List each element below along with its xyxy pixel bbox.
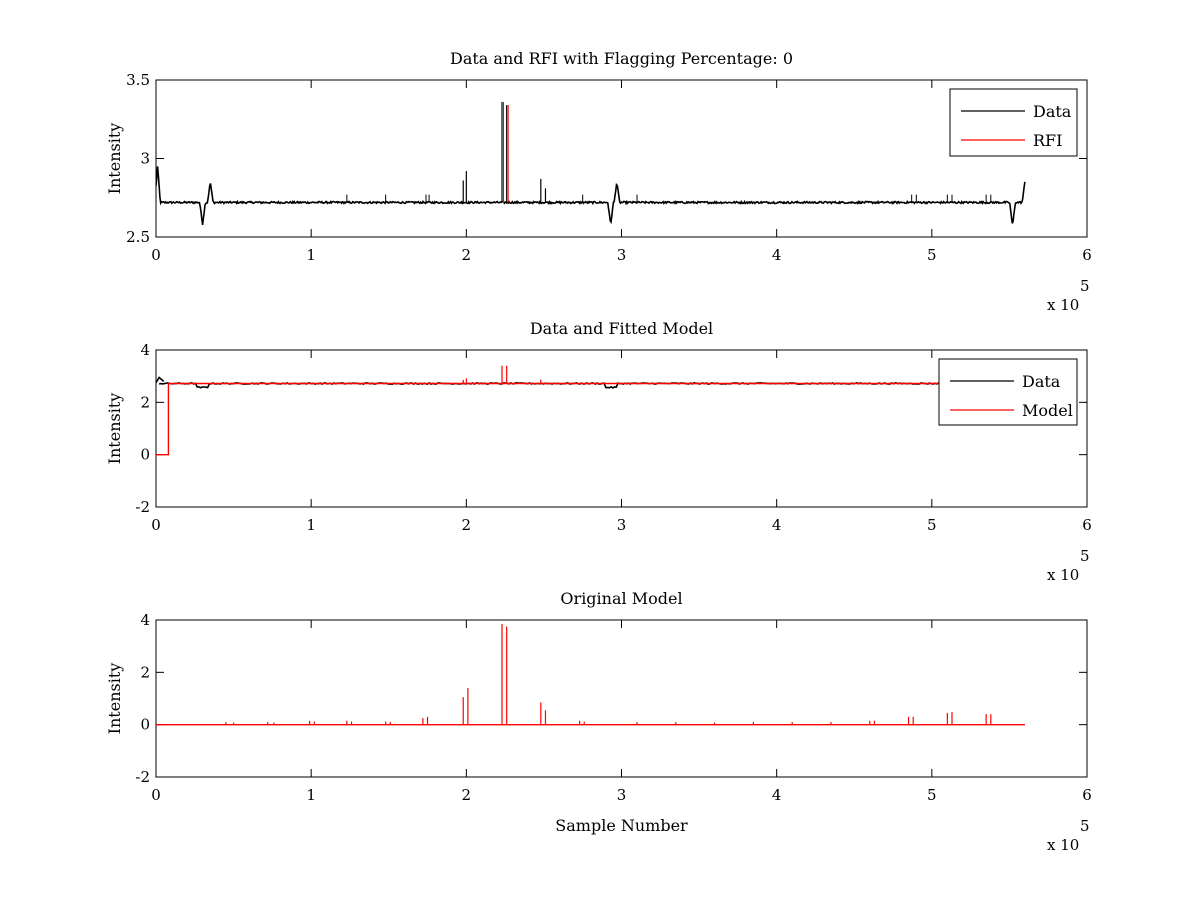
x-exponent-base: x 10 <box>1047 566 1079 584</box>
plot-area <box>155 79 1088 238</box>
y-tick-label: 0 <box>140 716 150 734</box>
plot-content <box>156 623 1025 726</box>
x-exponent-power: 5 <box>1080 277 1090 295</box>
y-tick-label: 2 <box>140 663 150 681</box>
x-tick-label: 1 <box>306 786 316 804</box>
x-tick-label: 4 <box>772 246 782 264</box>
x-tick-label: 1 <box>306 246 316 264</box>
y-tick-label: 2.5 <box>126 228 150 246</box>
chart-title: Data and Fitted Model <box>530 319 713 338</box>
legend-box <box>949 88 1078 157</box>
x-exponent-power: 5 <box>1080 817 1090 835</box>
plot-area <box>155 349 1088 508</box>
x-exponent-base: x 10 <box>1047 836 1079 854</box>
y-tick-label: 4 <box>140 611 150 629</box>
data-start-bump <box>156 376 165 384</box>
x-tick-label: 3 <box>617 516 627 534</box>
plot-content <box>156 365 1025 456</box>
x-tick-label: 0 <box>151 246 161 264</box>
x-tick-label: 4 <box>772 516 782 534</box>
x-tick-label: 0 <box>151 516 161 534</box>
x-tick-label: 6 <box>1082 516 1092 534</box>
legend-box <box>938 358 1078 426</box>
x-tick-label: 3 <box>617 246 627 264</box>
y-tick-label: 2 <box>140 393 150 411</box>
x-exponent-base: x 10 <box>1047 296 1079 314</box>
y-tick-label: 3 <box>140 150 150 168</box>
y-tick-label: 0 <box>140 446 150 464</box>
y-tick-label: 3.5 <box>126 71 150 89</box>
legend-label: Data <box>1033 102 1072 121</box>
x-tick-label: 2 <box>462 246 472 264</box>
x-tick-label: 1 <box>306 516 316 534</box>
x-tick-label: 2 <box>462 516 472 534</box>
legend: Data Model <box>938 358 1078 426</box>
plot-area <box>155 619 1088 778</box>
x-tick-label: 5 <box>927 246 937 264</box>
x-exponent-power: 5 <box>1080 547 1090 565</box>
x-axis-label: Sample Number <box>555 816 688 835</box>
legend-label: Data <box>1022 372 1061 391</box>
x-tick-label: 6 <box>1082 786 1092 804</box>
x-tick-label: 6 <box>1082 246 1092 264</box>
y-tick-label: -2 <box>135 768 150 786</box>
x-tick-label: 3 <box>617 786 627 804</box>
data-line <box>156 166 1026 226</box>
x-tick-label: 5 <box>927 786 937 804</box>
chart-title: Data and RFI with Flagging Percentage: 0 <box>450 49 793 68</box>
y-axis-label: Intensity <box>105 123 124 195</box>
legend-label: RFI <box>1033 131 1062 150</box>
chart-title: Original Model <box>560 589 682 608</box>
plot-content <box>156 101 1026 226</box>
y-axis-label: Intensity <box>105 393 124 465</box>
model-line <box>156 382 1025 456</box>
legend-label: Model <box>1022 401 1073 420</box>
y-tick-label: 4 <box>140 341 150 359</box>
x-tick-label: 5 <box>927 516 937 534</box>
x-tick-label: 4 <box>772 786 782 804</box>
y-tick-label: -2 <box>135 498 150 516</box>
y-axis-label: Intensity <box>105 663 124 735</box>
legend: Data RFI <box>949 88 1078 157</box>
x-tick-label: 0 <box>151 786 161 804</box>
x-tick-label: 2 <box>462 786 472 804</box>
